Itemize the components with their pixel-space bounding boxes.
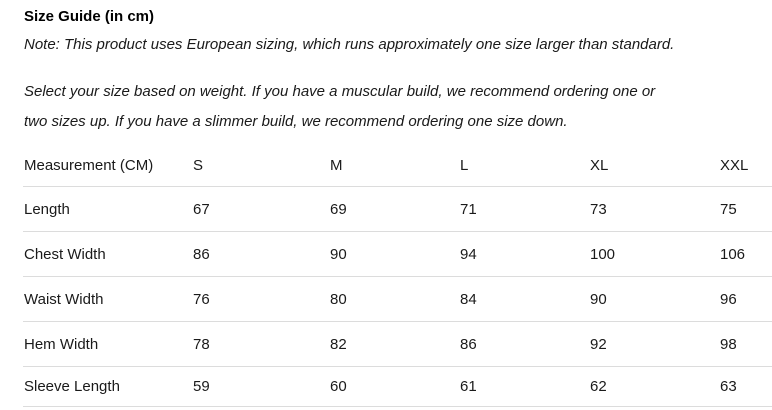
table-row-sleeve-length: Sleeve Length 59 60 61 62 63 <box>23 366 772 407</box>
cell-value: 80 <box>329 276 459 322</box>
sizing-instructions: Select your size based on weight. If you… <box>23 77 772 137</box>
column-header-xxl: XXL <box>719 145 772 187</box>
table-row-chest-width: Chest Width 86 90 94 100 106 <box>23 231 772 277</box>
row-label: Hem Width <box>23 321 192 367</box>
row-label: Waist Width <box>23 276 192 322</box>
cell-value: 60 <box>329 366 459 407</box>
table-row-waist-width: Waist Width 76 80 84 90 96 <box>23 276 772 322</box>
cell-value: 94 <box>459 231 589 277</box>
table-row-length: Length 67 69 71 73 75 <box>23 186 772 232</box>
sizing-note: Note: This product uses European sizing,… <box>24 36 675 53</box>
section-title: Size Guide (in cm) <box>24 8 155 25</box>
cell-value: 67 <box>192 186 329 232</box>
column-header-m: M <box>329 145 459 187</box>
column-header-xl: XL <box>589 145 719 187</box>
cell-value: 73 <box>589 186 719 232</box>
column-header-l: L <box>459 145 589 187</box>
cell-value: 75 <box>719 186 772 232</box>
cell-value: 76 <box>192 276 329 322</box>
cell-value: 98 <box>719 321 772 367</box>
column-header-s: S <box>192 145 329 187</box>
row-label: Sleeve Length <box>23 366 192 407</box>
cell-value: 78 <box>192 321 329 367</box>
cell-value: 86 <box>459 321 589 367</box>
cell-value: 86 <box>192 231 329 277</box>
cell-value: 59 <box>192 366 329 407</box>
size-chart-table: Measurement (CM) S M L XL XXL Length 67 … <box>23 145 772 407</box>
cell-value: 106 <box>719 231 772 277</box>
cell-value: 62 <box>589 366 719 407</box>
cell-value: 82 <box>329 321 459 367</box>
row-label: Length <box>23 186 192 232</box>
cell-value: 61 <box>459 366 589 407</box>
sizing-instructions-line-2: two sizes up. If you have a slimmer buil… <box>24 113 568 130</box>
cell-value: 69 <box>329 186 459 232</box>
table-row-hem-width: Hem Width 78 82 86 92 98 <box>23 321 772 367</box>
cell-value: 90 <box>329 231 459 277</box>
cell-value: 100 <box>589 231 719 277</box>
cell-value: 92 <box>589 321 719 367</box>
cell-value: 96 <box>719 276 772 322</box>
cell-value: 71 <box>459 186 589 232</box>
cell-value: 90 <box>589 276 719 322</box>
row-label: Chest Width <box>23 231 192 277</box>
cell-value: 63 <box>719 366 772 407</box>
column-header-measurement: Measurement (CM) <box>23 145 192 187</box>
table-header-row: Measurement (CM) S M L XL XXL <box>23 145 772 187</box>
sizing-instructions-line-1: Select your size based on weight. If you… <box>24 83 656 100</box>
cell-value: 84 <box>459 276 589 322</box>
